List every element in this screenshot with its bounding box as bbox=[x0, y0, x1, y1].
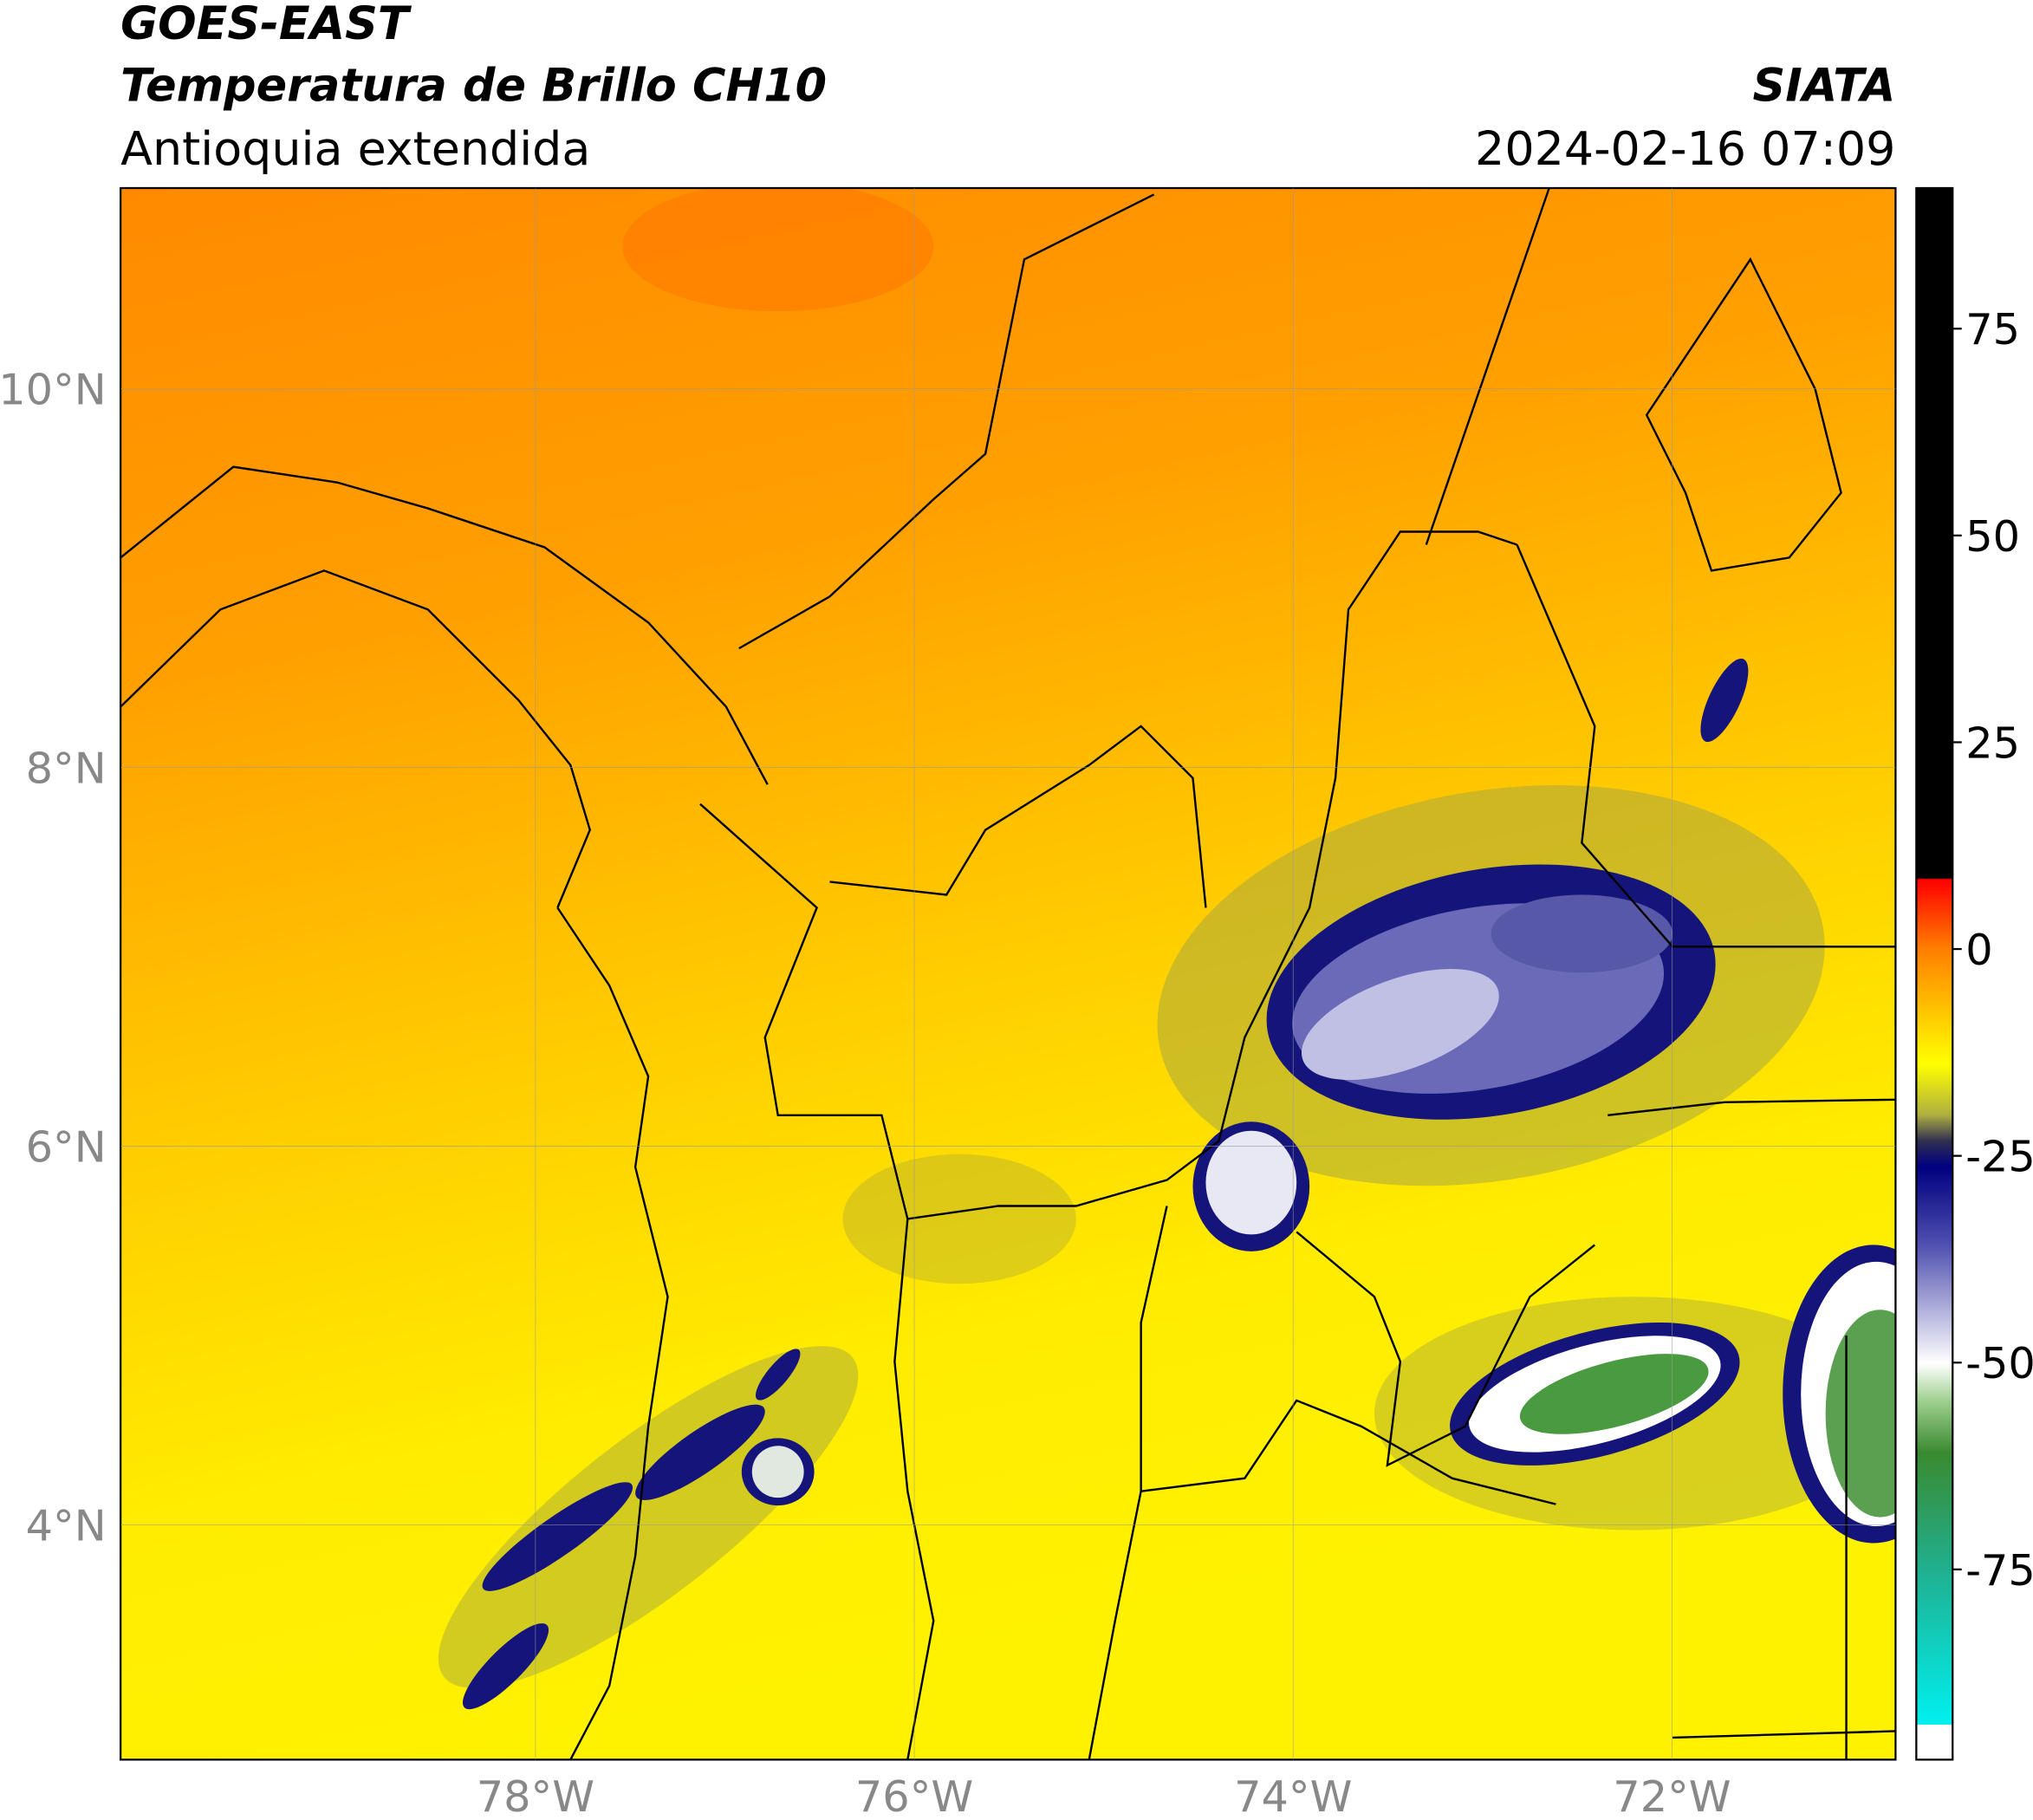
x-tick-label: 76°W bbox=[855, 1771, 973, 1820]
colorbar-tick-label: 0 bbox=[1965, 925, 1992, 975]
datetime: 2024-02-16 07:09 bbox=[1475, 121, 1895, 176]
y-tick-label: 6°N bbox=[26, 1121, 107, 1172]
y-tick-label: 8°N bbox=[26, 744, 107, 794]
colorbar bbox=[1916, 188, 1953, 1725]
y-tick-label: 10°N bbox=[0, 365, 107, 415]
colorbar-tick-label: -75 bbox=[1965, 1545, 2033, 1596]
colorbar-frame bbox=[1915, 186, 1954, 1761]
map-image bbox=[120, 188, 1896, 1760]
title: GOES-EAST bbox=[120, 0, 412, 50]
colorbar-tick-label: 50 bbox=[1965, 511, 2020, 562]
x-tick-label: 78°W bbox=[477, 1771, 594, 1820]
x-tick-label: 72°W bbox=[1613, 1771, 1731, 1820]
product: Temperatura de Brillo CH10 bbox=[120, 60, 827, 113]
source: SIATA bbox=[1753, 60, 1896, 113]
colorbar-tick-label: -25 bbox=[1965, 1132, 2033, 1182]
map-frame bbox=[120, 186, 1897, 1761]
colorbar-tick-label: 75 bbox=[1965, 304, 2020, 354]
y-tick-label: 4°N bbox=[26, 1500, 107, 1550]
colorbar-tick-label: 25 bbox=[1965, 718, 2020, 768]
x-tick-label: 74°W bbox=[1234, 1771, 1352, 1820]
colorbar-under bbox=[1916, 1724, 1953, 1760]
colorbar-tick-label: -50 bbox=[1965, 1338, 2033, 1388]
region: Antioquia extendida bbox=[120, 121, 590, 176]
